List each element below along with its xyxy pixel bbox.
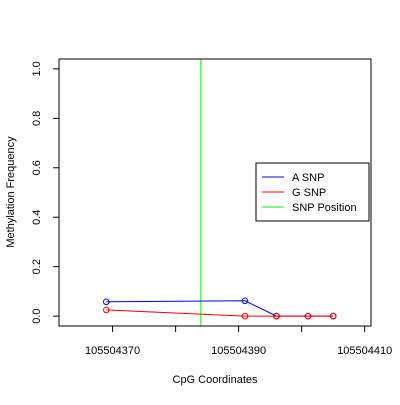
plot-frame (58, 58, 372, 327)
legend-label: A SNP (292, 172, 324, 184)
g-snp-line (106, 309, 334, 317)
a-snp-point (102, 298, 110, 306)
y-tick-label: 0.4 (31, 210, 43, 225)
a-snp-point (241, 297, 249, 305)
y-tick-label: 0.2 (31, 259, 43, 274)
y-axis-title: Methylation Frequency (5, 136, 17, 248)
g-snp-point (273, 312, 280, 320)
g-snp-point (329, 312, 337, 320)
y-tick-label: 1.0 (31, 61, 43, 76)
legend-label: SNP Position (292, 202, 357, 214)
g-snp-point (241, 312, 249, 320)
x-tick-label: 105504390 (211, 345, 266, 357)
g-snp-point (102, 306, 110, 314)
legend-label: G SNP (292, 187, 326, 199)
y-tick-label: 0.0 (31, 308, 43, 323)
x-tick-label: 105504370 (85, 345, 140, 357)
g-snp-point (304, 312, 312, 320)
x-tick-label: 105504410 (337, 345, 392, 357)
y-tick-label: 0.6 (31, 160, 43, 175)
legend: A SNP G SNP SNP Position (255, 162, 370, 222)
x-axis-title: CpG Coordinates (173, 374, 258, 386)
y-tick-label: 0.8 (31, 111, 43, 126)
